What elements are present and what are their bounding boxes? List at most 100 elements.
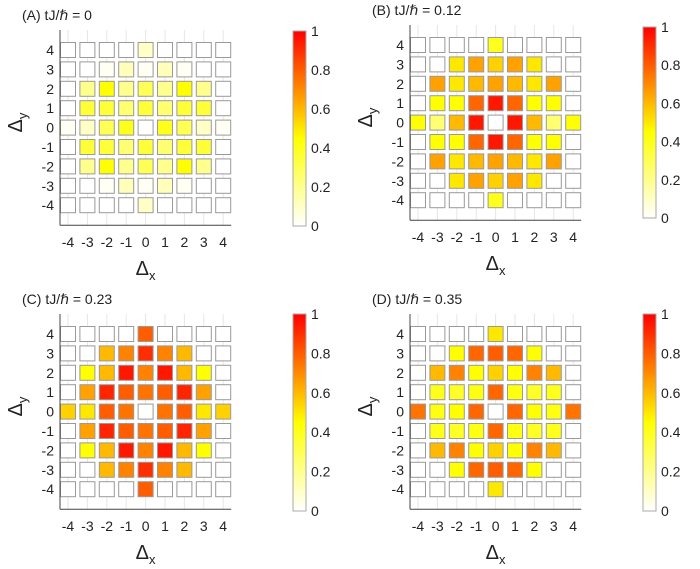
x-tick-label: 4 [569, 229, 577, 245]
colorbar [642, 26, 657, 219]
heatmap-cell [118, 403, 135, 420]
y-tick-label: -1 [392, 134, 405, 150]
heatmap-cell [157, 403, 173, 420]
heatmap-cell [448, 481, 465, 498]
heatmap-cell [215, 80, 232, 97]
heatmap-cell [137, 364, 154, 381]
heatmap-cell [526, 37, 543, 53]
y-tick-label: 2 [396, 365, 404, 381]
heatmap-cell [526, 326, 543, 342]
heatmap-cell [98, 345, 115, 362]
heatmap-cell [98, 364, 115, 381]
heatmap-cell [468, 172, 485, 189]
x-tick-label: 0 [492, 518, 500, 534]
heatmap-cell [565, 461, 582, 478]
heatmap-cell [507, 423, 523, 439]
heatmap-cell [176, 177, 193, 194]
colorbar-tick-label: 1 [311, 306, 319, 322]
heatmap-cell [429, 403, 446, 420]
heatmap-cell [410, 56, 426, 73]
heatmap-cell [60, 139, 76, 155]
heatmap-cell [448, 442, 465, 459]
heatmap-cell [526, 481, 543, 498]
heatmap-cell [157, 481, 173, 498]
heatmap-cell [215, 100, 232, 117]
heatmap-cell [79, 364, 96, 381]
heatmap-cell [429, 326, 446, 342]
heatmap-cell [195, 158, 212, 175]
colorbar-tick-label: 0.8 [661, 57, 681, 73]
heatmap-cell [176, 364, 193, 381]
heatmap-cell [118, 461, 135, 478]
heatmap-cell [526, 364, 543, 381]
heatmap-cell [429, 481, 446, 498]
x-tick-label: -2 [101, 234, 114, 250]
colorbar-tick-label: 0.2 [661, 464, 681, 480]
heatmap-cell [118, 42, 135, 58]
heatmap-cell [60, 345, 76, 362]
y-tick-label: -1 [42, 139, 55, 155]
heatmap-cell [137, 423, 154, 439]
y-tick-label: 0 [396, 404, 404, 420]
y-axis-label: Δy [5, 112, 30, 132]
heatmap-cell [526, 442, 543, 459]
heatmap-cell [487, 153, 504, 170]
heatmap-cell [60, 326, 76, 342]
heatmap-cell [410, 37, 426, 53]
x-tick-label: 2 [181, 234, 189, 250]
heatmap-cell [137, 403, 154, 420]
colorbar-tick-label: 0 [661, 210, 669, 226]
heatmap-cell [565, 153, 582, 170]
heatmap-cell [429, 153, 446, 170]
heatmap-cell [176, 197, 193, 214]
heatmap-cell [429, 345, 446, 362]
heatmap-cell [487, 95, 504, 112]
heatmap-cell [526, 403, 543, 420]
heatmap-cell [176, 80, 193, 97]
heatmap-cell [60, 442, 76, 459]
heatmap-cell [545, 345, 562, 362]
heatmap-cell [565, 56, 582, 73]
heatmap-cell [468, 56, 485, 73]
heatmap-cell [60, 80, 76, 97]
heatmap-cell [176, 158, 193, 175]
heatmap-cell [215, 42, 232, 58]
heatmap-cell [507, 345, 523, 362]
heatmap-cell [448, 75, 465, 92]
heatmap-cell [215, 403, 232, 420]
heatmap-cell [429, 461, 446, 478]
heatmap-cell [137, 158, 154, 175]
heatmap-cell [448, 461, 465, 478]
heatmap-cell [79, 403, 96, 420]
heatmap-cell [137, 61, 154, 78]
heatmap-cell [60, 384, 76, 401]
heatmap-cell [468, 114, 485, 131]
heatmap-cell [137, 42, 154, 58]
heatmap-cell [157, 461, 173, 478]
heatmap-cell [507, 95, 523, 112]
heatmap-cell [98, 442, 115, 459]
heatmap-cell [195, 61, 212, 78]
colorbar-tick-label: 0.8 [661, 345, 681, 361]
y-tick-label: 1 [396, 384, 404, 400]
heatmap-cell [176, 100, 193, 117]
heatmap-cell [79, 345, 96, 362]
heatmap-cell [137, 119, 154, 136]
heatmap-cell [526, 56, 543, 73]
heatmap-cell [565, 403, 582, 420]
heatmap-cell [545, 403, 562, 420]
heatmap-cell [526, 423, 543, 439]
heatmap-cell [565, 114, 582, 131]
heatmap-cell [507, 384, 523, 401]
heatmap-cell [507, 153, 523, 170]
heatmap-cell [195, 100, 212, 117]
heatmap-cell [448, 192, 465, 209]
heatmap-cell [410, 481, 426, 498]
heatmap-cell [545, 461, 562, 478]
heatmap-cell [195, 197, 212, 214]
heatmap-cell [487, 114, 504, 131]
heatmap-cell [98, 158, 115, 175]
y-axis-label-subscript: y [365, 107, 380, 114]
